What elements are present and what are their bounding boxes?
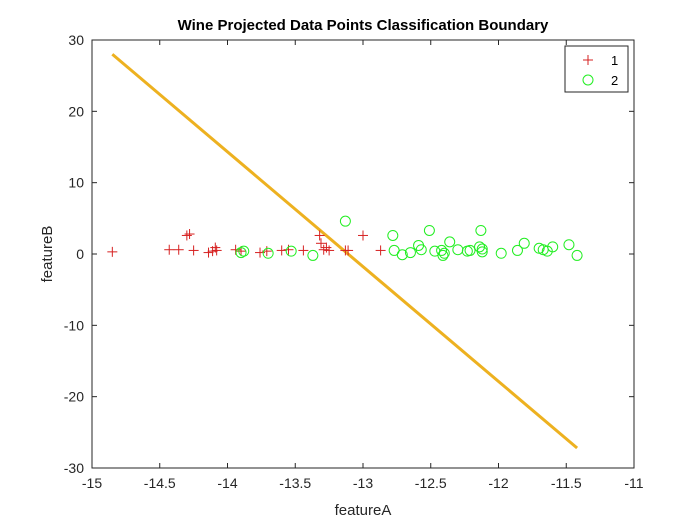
series-1-point <box>343 245 354 256</box>
y-tick-label: 0 <box>76 246 84 262</box>
series-2-point <box>339 215 351 227</box>
legend-label: 2 <box>611 73 618 88</box>
x-tick-label: -13 <box>353 475 373 491</box>
chart-title: Wine Projected Data Points Classificatio… <box>178 17 549 34</box>
series-2-point <box>285 245 297 257</box>
series-1-point <box>188 245 199 256</box>
x-tick-label: -11.5 <box>551 475 582 491</box>
y-tick-label: 30 <box>68 32 84 48</box>
series-1-point <box>184 229 195 240</box>
x-tick-label: -13.5 <box>279 475 311 491</box>
boundary-line <box>111 53 579 450</box>
series-1-point <box>314 230 325 241</box>
series-2-point <box>495 247 507 259</box>
series-1-point <box>318 244 329 255</box>
x-tick-label: -15 <box>82 475 102 491</box>
x-axis-label: featureA <box>335 502 392 519</box>
series-1-point <box>211 245 222 256</box>
series-2-point <box>476 246 488 258</box>
y-tick-label: 10 <box>68 175 84 191</box>
series-2-point <box>238 245 250 257</box>
legend-marker-2 <box>582 74 594 86</box>
y-tick-label: -30 <box>64 460 84 476</box>
series-1-point <box>164 244 175 255</box>
series-2-point <box>415 244 427 256</box>
boundary-layer <box>111 53 579 450</box>
series-1-point <box>173 244 184 255</box>
series-1-point <box>107 246 118 257</box>
x-tick-label: -14.5 <box>144 475 176 491</box>
series-2-point <box>436 244 448 256</box>
series-2-point <box>518 237 530 249</box>
series-2-point <box>423 224 435 236</box>
x-tick-label: -12 <box>488 475 508 491</box>
series-1-point <box>181 230 192 241</box>
series-1-point <box>315 238 326 249</box>
series-1-point <box>298 245 309 256</box>
legend: 12 <box>564 45 629 93</box>
y-tick-label: 20 <box>68 103 84 119</box>
series-2-point <box>235 247 247 259</box>
series-1-point <box>324 245 335 256</box>
series-2-point <box>444 236 456 248</box>
x-tick-label: -12.5 <box>415 475 447 491</box>
legend-marker-1 <box>583 55 593 65</box>
y-tick-label: -20 <box>64 389 84 405</box>
series-2-point <box>387 229 399 241</box>
y-tick-label: -10 <box>64 317 84 333</box>
series-2-point <box>396 249 408 261</box>
series-2-point <box>404 247 416 259</box>
series-2-point <box>563 239 575 251</box>
x-tick-label: -11 <box>624 475 643 491</box>
series-2-point <box>262 247 274 259</box>
series-2-point <box>511 244 523 256</box>
plot-frame <box>91 39 635 469</box>
series-2-point <box>475 224 487 236</box>
series-2-point <box>476 243 488 255</box>
series-2-point <box>307 249 319 261</box>
legend-box <box>564 45 629 93</box>
series-1-point <box>358 230 368 241</box>
series-1-point <box>276 245 287 256</box>
legend-label: 1 <box>611 53 618 68</box>
series-1-point <box>375 245 386 256</box>
series-2-point <box>438 247 450 259</box>
axis-ticks: -15 -14.5 -14 -13.5 -13 -12.5 -12 -11.5 -11 -30 -2… <box>64 32 644 491</box>
y-axis-label: featureB <box>39 226 56 283</box>
series-2-point <box>464 244 476 256</box>
series-1-point <box>203 247 214 258</box>
data-points <box>107 215 583 261</box>
x-tick-label: -14 <box>217 475 237 491</box>
series-2-point <box>437 249 449 261</box>
series-2-point <box>571 249 583 261</box>
series-2-point <box>547 241 559 253</box>
